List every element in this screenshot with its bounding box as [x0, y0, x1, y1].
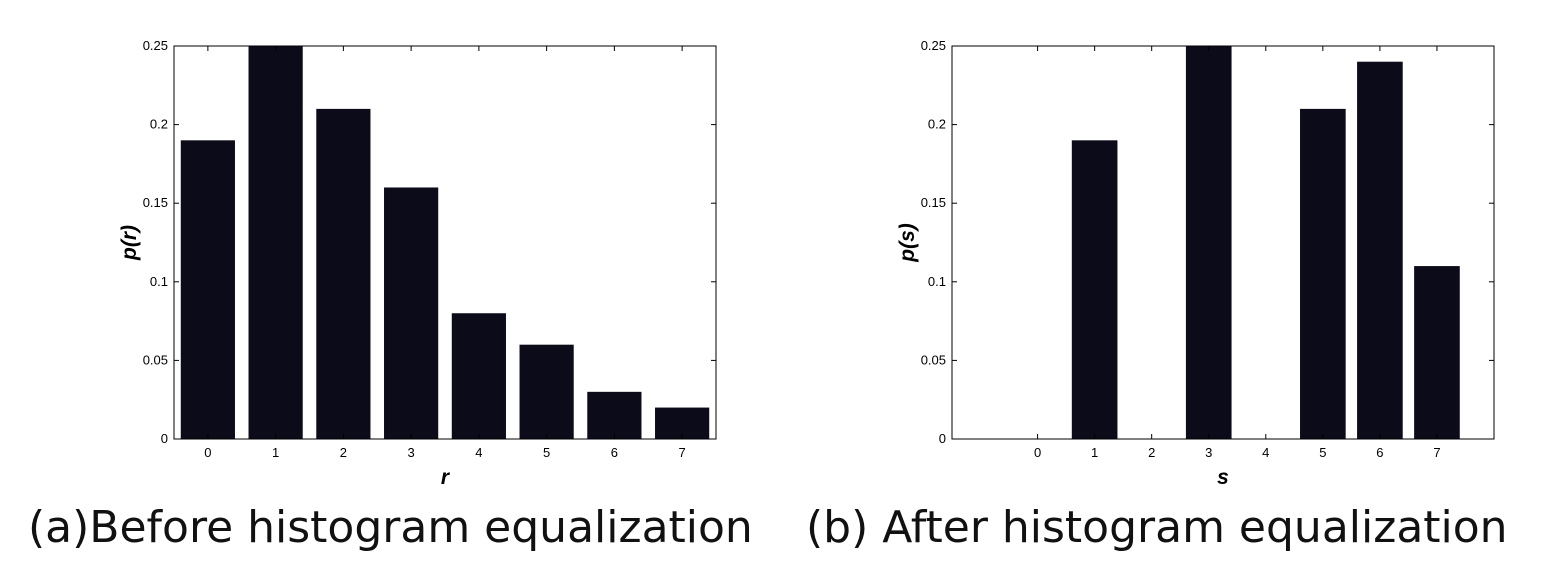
chart-b-ytick-label-4: 0.2: [928, 117, 946, 132]
chart-b-ytick-label-1: 0.05: [921, 352, 946, 367]
chart-a-ytick-label-5: 0.25: [143, 38, 168, 53]
chart-a-bar-3: [384, 187, 439, 439]
chart-a-xtick-label-6: 6: [611, 445, 618, 460]
chart-b-bar-3: [1185, 46, 1232, 439]
chart-a-xtick-label-3: 3: [408, 445, 415, 460]
caption-before: (a)Before histogram equalization: [28, 502, 753, 553]
histogram-after-chart: 0 0.05 0.1 0.15 0.2 0.25 0 1 2 3 4 5 6 7 s p(s): [896, 38, 1495, 489]
chart-a-axes-frame: [173, 45, 717, 440]
chart-a-xtick-label-7: 7: [679, 445, 686, 460]
chart-a-xtick-label-0: 0: [204, 445, 211, 460]
chart-a-ytick-label-1: 0.05: [143, 352, 168, 367]
chart-b-bar-6: [1357, 61, 1403, 439]
chart-b-xlabel: s: [1217, 466, 1229, 489]
chart-b-xtick-label-0: 0: [1034, 445, 1041, 460]
chart-b-xtick-label-3: 3: [1205, 445, 1212, 460]
chart-b-xtick-label-4: 4: [1262, 445, 1269, 460]
chart-b-ytick-label-5: 0.25: [921, 38, 946, 53]
chart-b-bar-7: [1414, 266, 1460, 439]
chart-a-ytick-label-0: 0: [161, 431, 168, 446]
chart-b-ytick-label-3: 0.15: [921, 195, 946, 210]
chart-a-ylabel: p(r): [118, 225, 141, 261]
chart-a-bar-5: [519, 344, 574, 439]
caption-after: (b) After histogram equalization: [806, 502, 1508, 553]
chart-b-xtick-label-1: 1: [1091, 445, 1098, 460]
chart-b-ytick-label-2: 0.1: [928, 274, 946, 289]
histogram-before-chart: 0 0.05 0.1 0.15 0.2 0.25 0 1 2 3 4 5 6 7 r p(r): [118, 38, 717, 489]
chart-a-bar-4: [451, 313, 506, 439]
chart-a-bar-6: [587, 391, 642, 439]
chart-a-xlabel: r: [441, 466, 451, 489]
chart-b-xtick-label-2: 2: [1148, 445, 1155, 460]
chart-b-bar-5: [1300, 108, 1346, 439]
chart-b-ytick-label-0: 0: [939, 431, 946, 446]
chart-a-xtick-label-5: 5: [543, 445, 550, 460]
chart-b-ylabel: p(s): [896, 223, 919, 263]
chart-a-bar-1: [248, 46, 303, 439]
chart-a-xtick-label-2: 2: [340, 445, 347, 460]
chart-a-bar-2: [316, 108, 371, 439]
chart-b-xtick-label-7: 7: [1433, 445, 1440, 460]
chart-b-xtick-label-5: 5: [1319, 445, 1326, 460]
chart-b-axes-frame: [951, 45, 1495, 440]
chart-b-xtick-label-6: 6: [1376, 445, 1383, 460]
chart-a-ytick-label-2: 0.1: [150, 274, 168, 289]
chart-a-xtick-label-1: 1: [272, 445, 279, 460]
chart-a-bar-7: [655, 407, 710, 439]
chart-a-bar-0: [180, 140, 235, 439]
chart-a-xtick-label-4: 4: [475, 445, 482, 460]
chart-a-ytick-label-4: 0.2: [150, 117, 168, 132]
chart-a-ytick-label-3: 0.15: [143, 195, 168, 210]
chart-b-bar-1: [1071, 140, 1118, 439]
